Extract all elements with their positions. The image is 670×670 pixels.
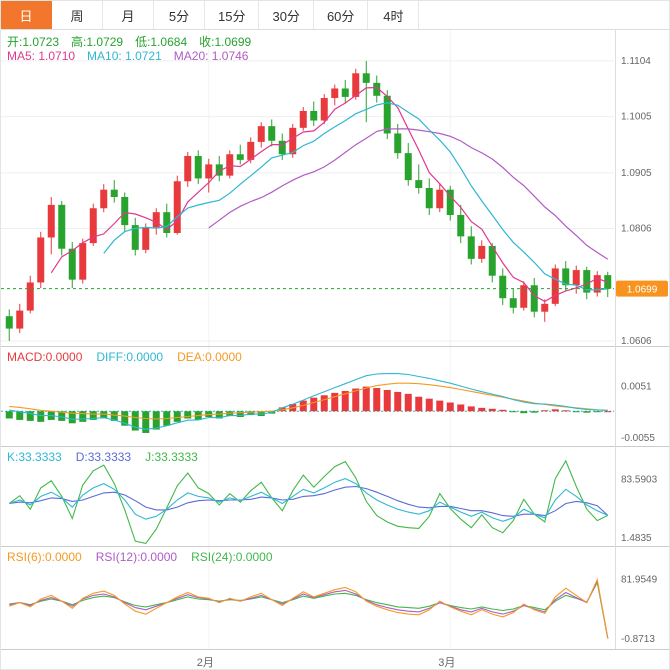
- svg-text:1.4835: 1.4835: [621, 533, 652, 544]
- candle-body: [236, 154, 244, 160]
- x-axis-label: 3月: [438, 657, 456, 669]
- candle-body: [436, 189, 444, 209]
- candle-body: [247, 141, 255, 160]
- rsi-chart[interactable]: 81.9549 -0.8713: [1, 547, 670, 649]
- tab-monthly[interactable]: 月: [103, 1, 154, 29]
- svg-text:-0.0055: -0.0055: [621, 433, 655, 444]
- candle-body: [16, 310, 24, 329]
- candle-body: [499, 275, 507, 299]
- macd-chart[interactable]: 0.0051 -0.0055: [1, 347, 670, 446]
- candle-body: [47, 204, 55, 238]
- kdj-panel[interactable]: 83.5903 1.4835 K:33.3333 D:33.3333 J:33.3…: [1, 446, 669, 546]
- macd-panel[interactable]: 0.0051 -0.0055 MACD:0.0000 DIFF:0.0000 DE…: [1, 346, 669, 446]
- candle-body: [551, 268, 559, 304]
- ma-lines: [50, 86, 609, 303]
- x-axis: 2月 3月: [1, 649, 669, 669]
- tab-5min[interactable]: 5分: [154, 1, 205, 29]
- candle-body: [383, 95, 391, 134]
- tab-4hour[interactable]: 4时: [368, 1, 420, 29]
- candle-body: [163, 212, 171, 233]
- svg-text:1.1005: 1.1005: [621, 112, 652, 123]
- kdj-gridlines: [208, 447, 451, 546]
- candle-body: [173, 181, 181, 233]
- candle-body: [520, 285, 528, 308]
- candle-body: [215, 164, 223, 176]
- candle-body: [394, 133, 402, 154]
- rsi-gridlines: [208, 547, 451, 649]
- rsi-panel[interactable]: 81.9549 -0.8713 RSI(6):0.0000 RSI(12):0.0…: [1, 546, 669, 649]
- macd-histogram: [5, 386, 612, 433]
- svg-text:1.0606: 1.0606: [621, 336, 652, 346]
- candle-body: [446, 189, 454, 215]
- candle-body: [89, 208, 97, 244]
- tab-15min[interactable]: 15分: [205, 1, 260, 29]
- candle-body: [352, 73, 360, 97]
- candle-body: [331, 88, 339, 99]
- tab-60min[interactable]: 60分: [314, 1, 369, 29]
- candle-body: [415, 180, 423, 188]
- candle-body: [457, 214, 465, 237]
- candle-body: [467, 236, 475, 259]
- candle-body: [194, 155, 202, 179]
- candle-body: [121, 196, 129, 226]
- current-price-badge: 1.0699: [616, 280, 668, 297]
- svg-text:1.0699: 1.0699: [627, 285, 658, 296]
- svg-text:81.9549: 81.9549: [621, 575, 658, 586]
- candle-body: [26, 282, 34, 311]
- candle-body: [373, 82, 381, 96]
- svg-text:-0.8713: -0.8713: [621, 634, 655, 645]
- candle-body: [68, 248, 76, 280]
- candle-body: [509, 298, 517, 308]
- candle-body: [320, 98, 328, 121]
- axis-separator: [615, 30, 616, 649]
- candle-body: [257, 126, 265, 142]
- main-gridlines: 1.1104 1.1005 1.0905 1.0806 1.0606: [1, 30, 652, 346]
- svg-text:1.1104: 1.1104: [621, 56, 651, 67]
- svg-text:83.5903: 83.5903: [621, 475, 658, 486]
- svg-text:0.0051: 0.0051: [621, 382, 652, 393]
- candle-body: [100, 189, 108, 209]
- macd-gridlines: [208, 347, 451, 446]
- candle-body: [310, 110, 318, 121]
- svg-text:1.0905: 1.0905: [621, 168, 652, 179]
- candle-body: [268, 126, 276, 141]
- tab-30min[interactable]: 30分: [259, 1, 314, 29]
- candle-body: [425, 188, 433, 209]
- candle-body: [58, 204, 66, 249]
- tab-daily[interactable]: 日: [1, 1, 52, 29]
- svg-text:1.0806: 1.0806: [621, 223, 652, 234]
- candle-body: [131, 225, 139, 250]
- main-candlestick-panel[interactable]: 1.1104 1.1005 1.0905 1.0806 1.0606 1.0699 开:1…: [1, 30, 669, 346]
- candle-body: [205, 164, 213, 179]
- candle-body: [5, 316, 13, 329]
- candle-body: [278, 140, 286, 155]
- candle-body: [110, 189, 118, 197]
- candlestick-chart[interactable]: 1.1104 1.1005 1.0905 1.0806 1.0606 1.0699: [1, 30, 670, 346]
- candle-body: [593, 275, 601, 293]
- candle-body: [541, 303, 549, 312]
- candle-body: [583, 270, 591, 293]
- candle-body: [341, 88, 349, 97]
- candle-body: [362, 73, 370, 83]
- kdj-chart[interactable]: 83.5903 1.4835: [1, 447, 670, 546]
- candle-body: [79, 243, 87, 280]
- timeframe-tabbar: 日 周 月 5分 15分 30分 60分 4时: [1, 1, 669, 30]
- candle-body: [226, 154, 234, 176]
- candle-body: [478, 245, 486, 259]
- candle-body: [572, 270, 580, 286]
- candle-body: [562, 268, 570, 286]
- x-axis-label: 2月: [196, 657, 214, 669]
- candle-body: [152, 212, 160, 228]
- tab-weekly[interactable]: 周: [52, 1, 103, 29]
- candles: [5, 60, 612, 341]
- candle-body: [530, 285, 538, 312]
- candle-body: [289, 127, 297, 155]
- candle-body: [37, 237, 45, 283]
- candle-body: [299, 110, 307, 128]
- candle-body: [404, 153, 412, 181]
- candle-body: [142, 227, 150, 250]
- candle-body: [184, 155, 192, 182]
- candle-body: [488, 245, 496, 276]
